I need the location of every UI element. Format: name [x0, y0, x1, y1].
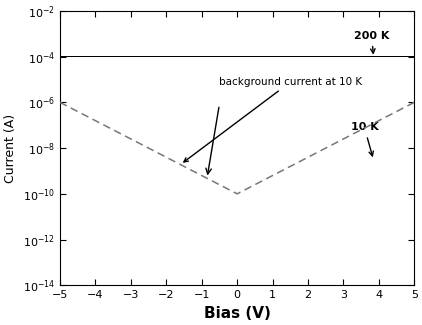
Text: background current at 10 K: background current at 10 K — [184, 77, 362, 162]
Y-axis label: Current (A): Current (A) — [4, 113, 17, 183]
X-axis label: Bias (V): Bias (V) — [204, 306, 271, 321]
Text: 10 K: 10 K — [351, 123, 378, 156]
Text: 200 K: 200 K — [354, 31, 390, 53]
